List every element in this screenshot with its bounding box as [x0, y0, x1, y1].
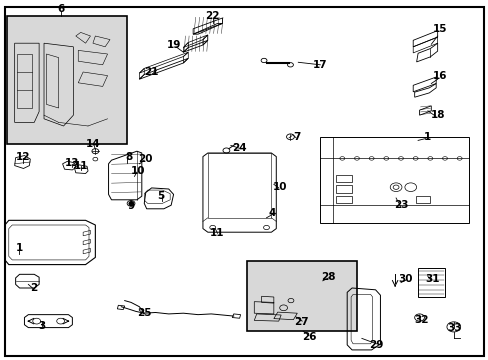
Text: 18: 18	[429, 110, 444, 120]
Text: 30: 30	[398, 274, 412, 284]
Text: 24: 24	[232, 143, 246, 153]
Text: 27: 27	[294, 317, 308, 327]
Text: 1: 1	[424, 132, 430, 142]
Text: 31: 31	[425, 274, 439, 284]
Text: 22: 22	[205, 11, 220, 21]
Text: 1: 1	[16, 243, 23, 253]
Text: 21: 21	[144, 67, 159, 77]
Circle shape	[129, 202, 133, 205]
Text: 25: 25	[137, 308, 151, 318]
Text: 23: 23	[393, 200, 407, 210]
Text: 17: 17	[312, 60, 327, 70]
Text: 13: 13	[65, 158, 80, 168]
Text: 15: 15	[432, 24, 447, 34]
Text: 16: 16	[432, 71, 447, 81]
Text: 3: 3	[38, 321, 45, 331]
Text: 2: 2	[30, 283, 37, 293]
Text: 9: 9	[127, 201, 134, 211]
Text: 32: 32	[413, 315, 428, 325]
Text: 4: 4	[268, 208, 276, 218]
Text: 12: 12	[16, 152, 31, 162]
Text: 7: 7	[293, 132, 301, 142]
Text: 11: 11	[209, 228, 224, 238]
Text: 10: 10	[272, 182, 286, 192]
Text: 6: 6	[58, 4, 64, 14]
Text: 28: 28	[321, 272, 335, 282]
Bar	[246, 261, 356, 331]
Text: 10: 10	[131, 166, 145, 176]
Text: 29: 29	[368, 340, 383, 350]
Text: 5: 5	[157, 191, 163, 201]
Text: 33: 33	[447, 323, 461, 333]
Text: 14: 14	[85, 139, 100, 149]
Text: 26: 26	[301, 332, 316, 342]
Text: 11: 11	[73, 161, 88, 171]
Text: 20: 20	[138, 154, 153, 164]
Text: 8: 8	[125, 152, 132, 162]
Bar	[7, 16, 127, 144]
Text: 19: 19	[166, 40, 181, 50]
